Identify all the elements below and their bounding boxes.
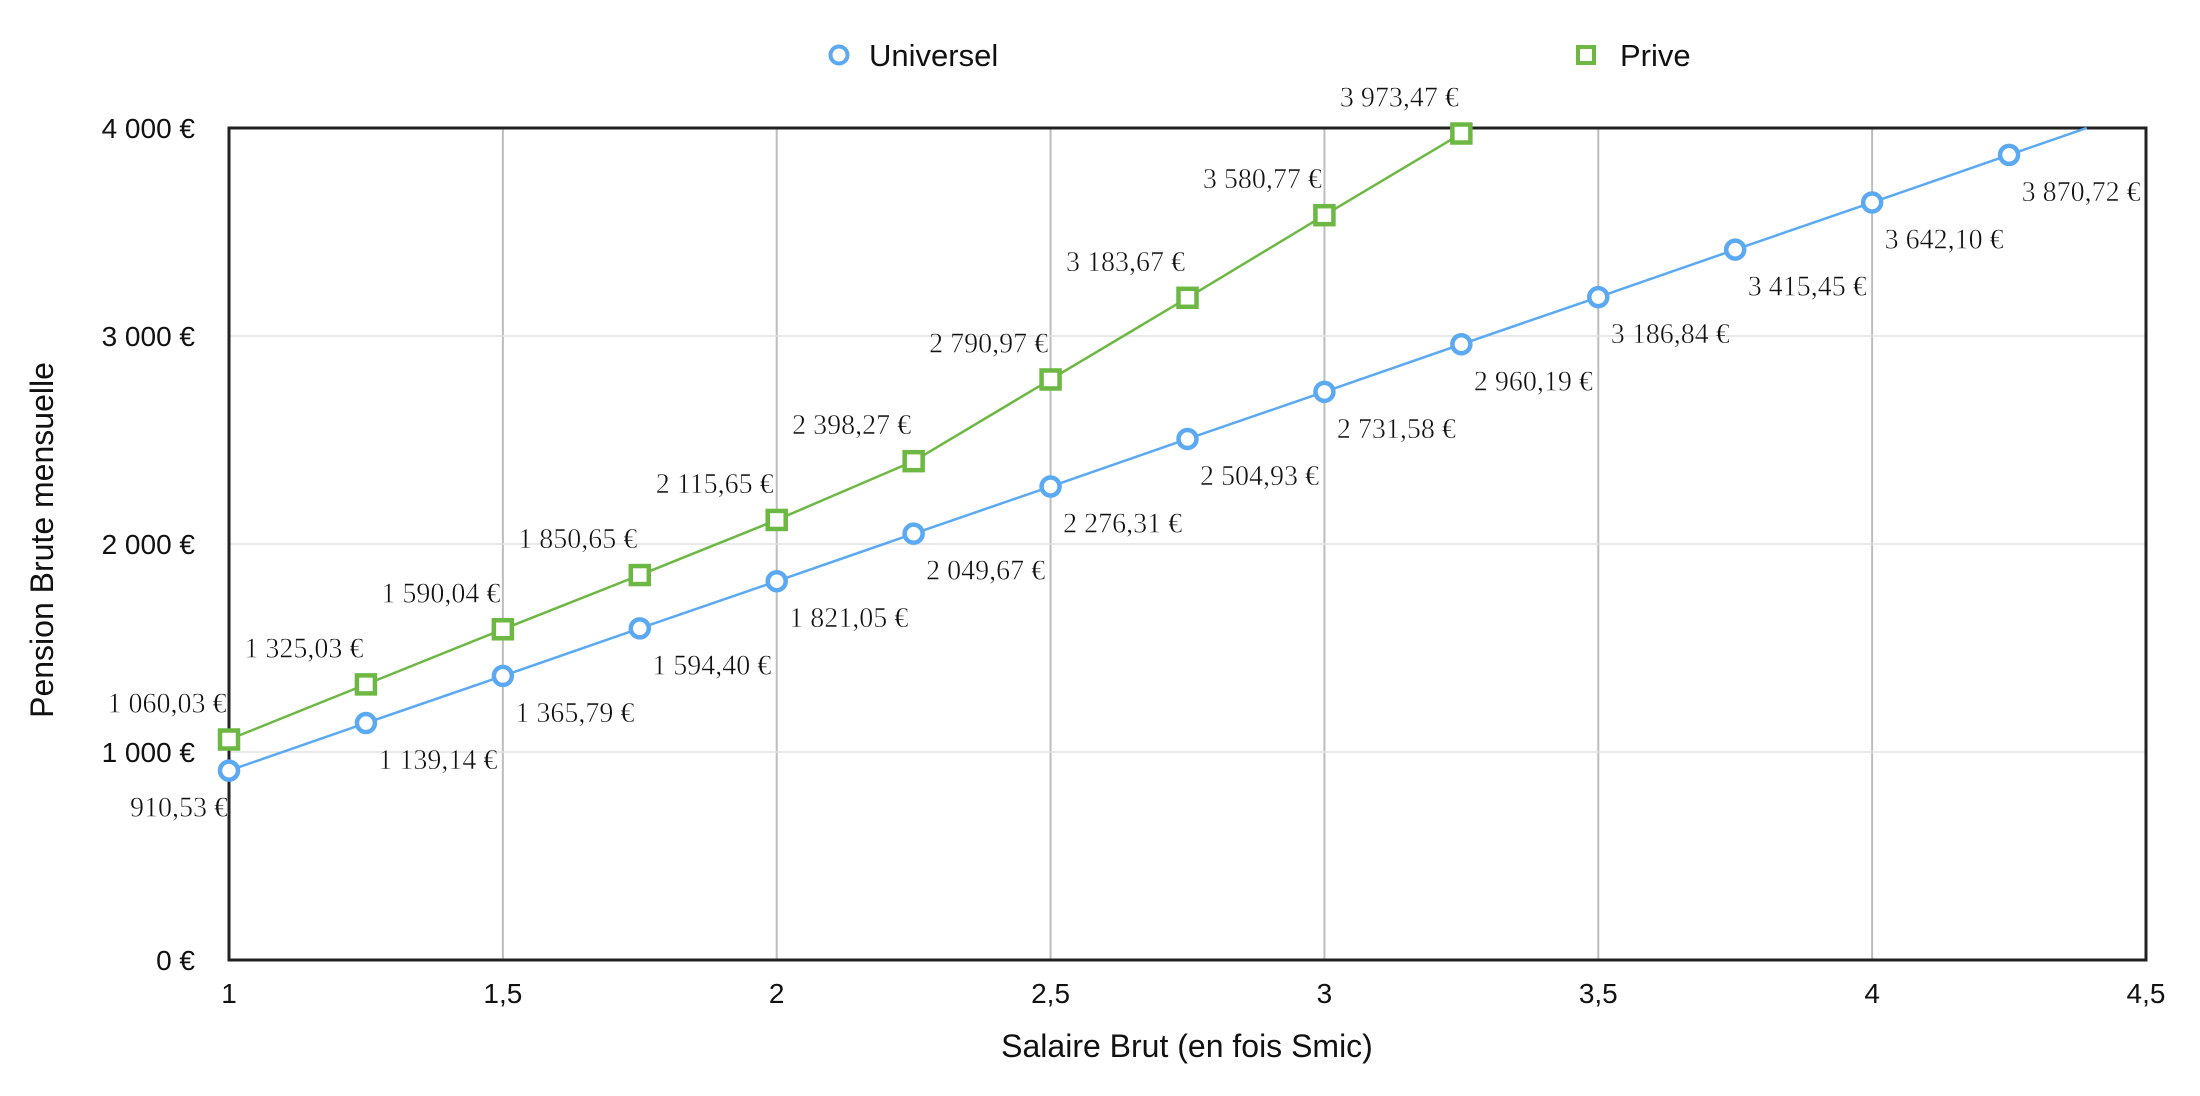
legend-label-prive: Prive <box>1620 38 1691 73</box>
universel-data-point[interactable] <box>354 711 378 735</box>
prive-data-point[interactable] <box>1039 368 1062 391</box>
universel-data-label: 2 504,93 € <box>1200 461 1319 492</box>
y-tick-label: 2 000 € <box>102 529 196 560</box>
prive-data-point[interactable] <box>628 563 652 587</box>
prive-data-label: 2 398,27 € <box>792 410 911 441</box>
legend-item-prive[interactable]: Prive <box>1576 38 1691 73</box>
prive-data-label: 3 580,77 € <box>1203 164 1322 195</box>
universel-data-label: 3 186,84 € <box>1611 319 1730 350</box>
universel-data-label: 1 821,05 € <box>789 603 908 634</box>
universel-data-label: 910,53 € <box>130 793 228 824</box>
y-tick-label: 0 € <box>156 945 195 976</box>
prive-data-label: 1 060,03 € <box>108 689 227 720</box>
universel-data-label: 1 594,40 € <box>652 650 771 681</box>
universel-data-label: 3 415,45 € <box>1748 272 1867 303</box>
universel-data-point[interactable] <box>1587 285 1610 309</box>
y-tick-label: 3 000 € <box>102 321 196 352</box>
prive-data-label: 1 850,65 € <box>518 524 637 555</box>
universel-data-point[interactable] <box>1039 475 1062 498</box>
universel-data-point[interactable] <box>765 569 788 593</box>
prive-data-point[interactable] <box>1313 203 1336 227</box>
x-tick-label: 3 <box>1317 978 1333 1009</box>
universel-data-label: 2 731,58 € <box>1337 414 1456 445</box>
prive-data-point[interactable] <box>1450 122 1473 145</box>
universel-data-label: 1 365,79 € <box>515 698 634 729</box>
x-tick-label: 2,5 <box>1031 978 1070 1009</box>
legend-item-universel[interactable]: Universel <box>828 38 999 73</box>
prive-data-label: 1 590,04 € <box>381 578 500 609</box>
universel-data-label: 2 960,19 € <box>1474 366 1593 397</box>
universel-data-point[interactable] <box>902 522 925 545</box>
prive-data-point[interactable] <box>765 508 788 532</box>
universel-data-point[interactable] <box>1723 238 1747 261</box>
prive-data-point[interactable] <box>491 618 515 641</box>
universel-data-point[interactable] <box>1997 143 2021 167</box>
x-tick-label: 2 <box>769 978 785 1009</box>
universel-data-point[interactable] <box>217 759 241 782</box>
x-tick-label: 1 <box>221 978 237 1009</box>
universel-data-label: 2 276,31 € <box>1063 509 1182 540</box>
prive-data-point[interactable] <box>902 449 925 473</box>
x-tick-label: 3,5 <box>1579 978 1618 1009</box>
universel-data-point[interactable] <box>491 664 515 688</box>
x-tick-label: 4 <box>1864 978 1880 1009</box>
universel-data-point[interactable] <box>628 617 652 640</box>
prive-data-label: 3 973,47 € <box>1340 83 1459 114</box>
universel-data-label: 3 642,10 € <box>1885 224 2004 255</box>
prive-data-label: 1 325,03 € <box>244 633 363 664</box>
universel-data-label: 1 139,14 € <box>378 745 497 776</box>
prive-data-point[interactable] <box>217 728 241 751</box>
x-axis-title: Salaire Brut (en fois Smic) <box>1001 1028 1373 1064</box>
series-markers <box>217 122 2021 782</box>
plot-frame <box>227 126 2148 962</box>
legend-circle-icon <box>828 44 850 66</box>
universel-data-label: 3 870,72 € <box>2022 177 2141 208</box>
y-tick-label: 4 000 € <box>102 113 196 144</box>
legend-label-universel: Universel <box>869 38 998 73</box>
data-labels: 910,53 € 1 139,14 € 1 365,79 € 1 594,40 € 1 … <box>107 82 2141 824</box>
prive-data-label: 2 790,97 € <box>929 328 1048 359</box>
universel-data-point[interactable] <box>1860 191 1884 214</box>
legend: Universel Prive <box>828 38 1691 73</box>
universel-data-point[interactable] <box>1313 380 1336 404</box>
prive-series-line <box>228 132 1462 741</box>
y-tick-label: 1 000 € <box>102 737 196 768</box>
x-tick-label: 1,5 <box>483 978 522 1009</box>
legend-square-icon <box>1576 45 1596 65</box>
universel-data-point[interactable] <box>1450 333 1473 356</box>
grid <box>229 128 2146 960</box>
x-tick-label: 4,5 <box>2127 978 2166 1009</box>
y-axis-title: Pension Brute mensuelle <box>24 362 60 718</box>
y-axis-ticks: 0 € 1 000 € 2 000 € 3 000 € 4 000 € <box>102 113 196 976</box>
x-axis-ticks: 1 1,5 2 2,5 3 3,5 4 4,5 <box>221 978 2165 1009</box>
prive-data-label: 2 115,65 € <box>656 469 774 500</box>
prive-data-point[interactable] <box>1176 286 1199 310</box>
prive-data-label: 3 183,67 € <box>1066 247 1185 278</box>
universel-data-point[interactable] <box>1176 427 1199 451</box>
prive-data-point[interactable] <box>354 673 378 696</box>
universel-data-label: 2 049,67 € <box>926 556 1045 587</box>
